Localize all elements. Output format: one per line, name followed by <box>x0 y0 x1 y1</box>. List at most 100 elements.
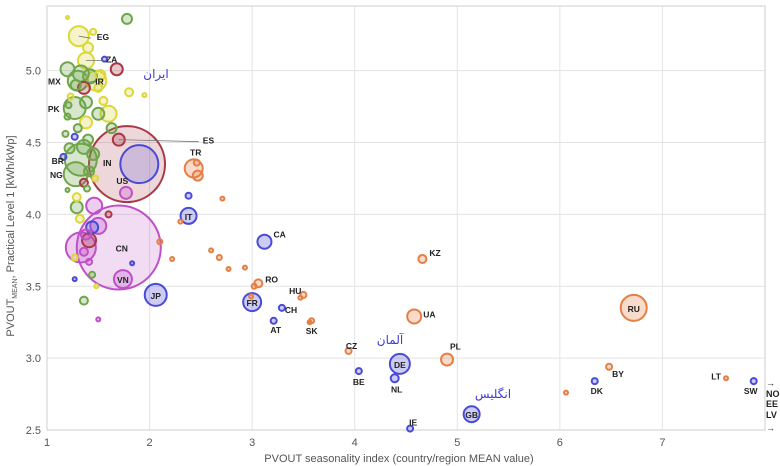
point-label-za: ZA <box>106 55 117 65</box>
bubble-sw <box>749 377 758 386</box>
bubble-ua <box>406 308 423 325</box>
y-axis-title: PVOUTMEAN, Practical Level 1 [kWh/kWp] <box>5 135 19 336</box>
side-arrow-bottom: → <box>766 423 775 433</box>
bubble <box>192 158 201 167</box>
bubble <box>169 255 176 262</box>
bubble-in <box>88 125 167 204</box>
x-tick-label: 2 <box>147 437 153 449</box>
bubble <box>191 169 204 182</box>
x-tick-label: 5 <box>454 437 460 449</box>
point-label-ru: RU <box>628 304 640 314</box>
bubble <box>71 276 78 283</box>
bubble <box>79 228 92 241</box>
bubble <box>70 132 79 141</box>
bubble <box>141 92 148 99</box>
bubble <box>83 165 96 178</box>
leader-line-ir <box>86 80 97 84</box>
point-label-es: ES <box>203 136 215 146</box>
bubble-be <box>354 367 363 376</box>
side-label-ee: EE <box>766 399 778 409</box>
point-label-fr: FR <box>246 298 257 308</box>
bubble <box>208 247 215 254</box>
y-tick-label: 4.0 <box>26 209 41 221</box>
bubble <box>86 147 101 162</box>
x-tick-label: 6 <box>557 437 563 449</box>
bubble <box>241 264 248 271</box>
y-tick-label: 3.5 <box>26 281 41 293</box>
bubble <box>94 68 107 81</box>
bubble <box>74 213 85 224</box>
bubble <box>78 115 93 130</box>
bubble <box>59 152 68 161</box>
bubble <box>89 27 98 36</box>
bubble-it <box>179 206 198 225</box>
side-arrow-top: → <box>766 378 775 388</box>
y-tick-label: 5.0 <box>26 66 41 78</box>
bubbles <box>59 12 758 433</box>
annotation-germany: آلمان <box>377 332 404 347</box>
x-tick-label: 7 <box>659 437 665 449</box>
bubble-nl <box>389 373 400 384</box>
bubble <box>61 129 70 138</box>
bubble <box>219 195 226 202</box>
point-label-eg: EG <box>97 32 110 42</box>
bubble-ie <box>406 424 415 433</box>
point-label-ca: CA <box>273 230 285 240</box>
bubble <box>248 293 255 300</box>
point-label-kz: KZ <box>429 248 440 258</box>
bubble <box>88 270 97 279</box>
point-label-ua: UA <box>423 309 435 319</box>
bubble <box>78 246 89 257</box>
bubble <box>63 112 72 121</box>
bubble <box>563 389 570 396</box>
x-tick-label: 4 <box>352 437 358 449</box>
bubble <box>250 282 258 290</box>
point-label-pk: PK <box>48 104 61 114</box>
bubble <box>99 104 118 123</box>
point-label-ng: NG <box>50 170 63 180</box>
gridlines <box>46 6 765 431</box>
bubble <box>59 61 76 78</box>
point-label-dk: DK <box>591 386 604 396</box>
point-label-cn: CN <box>116 243 128 253</box>
bubble-ca <box>256 233 273 250</box>
bubble <box>297 294 304 301</box>
bubble-by <box>605 362 614 371</box>
bubble <box>82 133 95 146</box>
bubble <box>78 295 89 306</box>
point-label-sk: SK <box>306 326 319 336</box>
point-label-cz: CZ <box>346 341 357 351</box>
bubble-fr <box>242 292 263 313</box>
bubble-ru <box>619 293 648 322</box>
point-label-ro: RO <box>265 274 278 284</box>
y-axis-title-subscript: MEAN <box>12 278 19 298</box>
point-label-br: BR <box>52 156 64 166</box>
point-label-hu: HU <box>289 286 301 296</box>
bubble <box>64 186 71 193</box>
bubble-kz <box>417 253 428 264</box>
point-label-nl: NL <box>391 384 402 394</box>
bubble <box>72 123 83 134</box>
x-tick-label: 3 <box>249 437 255 449</box>
bubble <box>104 210 113 219</box>
bubble <box>118 185 133 200</box>
bubble <box>306 319 313 326</box>
point-label-lt: LT <box>711 371 722 381</box>
bubble <box>109 62 124 77</box>
point-label-de: DE <box>394 360 406 370</box>
point-label-at: AT <box>270 325 282 335</box>
bubble <box>85 196 104 215</box>
bubble-gb <box>462 405 481 424</box>
annotation-iran: ایران <box>143 67 168 82</box>
bubble-pl <box>440 352 455 367</box>
side-label-no: NO <box>766 389 780 399</box>
point-label-ie: IE <box>409 418 417 428</box>
bubble-us <box>119 144 160 185</box>
x-axis-title: PVOUT seasonality index (country/region … <box>264 453 533 465</box>
bubble-de <box>388 352 411 375</box>
bubble <box>91 174 100 183</box>
point-label-sw: SW <box>744 386 759 396</box>
x-tick-label: 1 <box>44 437 50 449</box>
leader-line-eg <box>78 35 91 39</box>
